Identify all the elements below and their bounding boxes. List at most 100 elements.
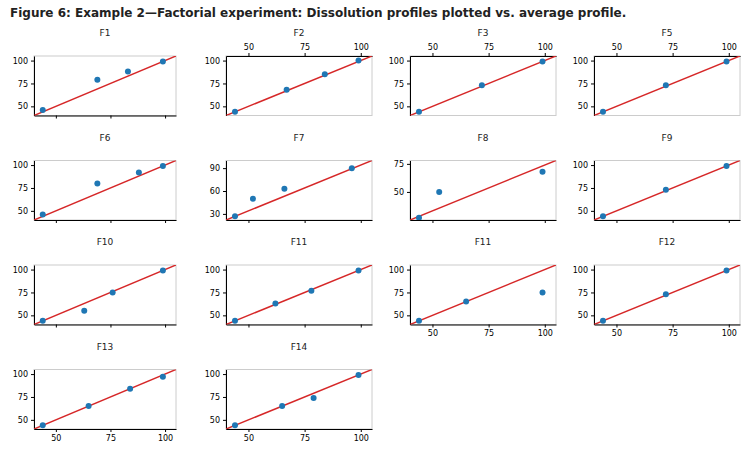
reference-line — [594, 265, 740, 325]
panel-title: F5 — [662, 28, 673, 38]
tick-mark — [729, 53, 730, 56]
plot-frame — [34, 56, 176, 116]
tick-mark — [31, 420, 34, 421]
plot-frame — [594, 265, 740, 325]
x-axis: 5075100 — [411, 325, 557, 339]
point — [479, 82, 485, 88]
point — [279, 403, 285, 409]
tick-mark — [407, 292, 410, 293]
tick-label: 75 — [18, 289, 28, 298]
tick: 50 — [394, 188, 410, 197]
tick-label: 50 — [244, 434, 254, 443]
tick-mark — [223, 292, 226, 293]
plot-frame — [34, 370, 176, 430]
reference-line — [226, 370, 372, 430]
marks — [410, 265, 556, 325]
point — [232, 318, 238, 324]
panel-title: F6 — [100, 133, 111, 143]
point — [284, 87, 290, 93]
point — [540, 58, 546, 64]
tick: 75 — [394, 80, 410, 89]
tick-mark — [223, 397, 226, 398]
tick-mark — [31, 61, 34, 62]
tick-mark — [432, 220, 433, 223]
marks — [226, 56, 372, 116]
panel-title: F9 — [662, 133, 673, 143]
x-axis: 5075100 — [595, 43, 741, 57]
point — [281, 186, 287, 192]
tick-mark — [432, 53, 433, 56]
tick-label: 100 — [158, 434, 173, 443]
tick-mark — [223, 420, 226, 421]
axis-line — [227, 429, 373, 430]
tick: 50 — [210, 311, 226, 320]
tick: 75 — [210, 393, 226, 402]
panel-title: F2 — [294, 28, 305, 38]
tick-label: 50 — [18, 207, 28, 216]
tick: 50 — [612, 325, 622, 339]
marks — [594, 265, 740, 325]
tick: 50 — [210, 102, 226, 111]
point — [40, 318, 46, 324]
axis-line — [34, 57, 35, 117]
tick — [729, 220, 730, 223]
tick-mark — [223, 61, 226, 62]
x-axis: 5075100 — [227, 43, 373, 57]
tick — [361, 325, 362, 328]
tick — [165, 220, 166, 223]
tick-mark — [165, 429, 166, 432]
tick — [673, 220, 674, 223]
tick: 75 — [668, 43, 678, 56]
tick-mark — [110, 429, 111, 432]
reference-line — [594, 161, 740, 221]
tick-mark — [223, 168, 226, 169]
tick: 100 — [389, 266, 410, 275]
tick-mark — [223, 83, 226, 84]
tick: 50 — [244, 429, 254, 443]
tick-label: 100 — [389, 266, 404, 275]
tick-label: 75 — [578, 289, 588, 298]
tick-label: 100 — [13, 161, 28, 170]
tick-label: 100 — [538, 329, 553, 338]
panel: 50751005075100F13 — [13, 342, 177, 443]
axis-line — [34, 266, 35, 326]
point — [416, 318, 422, 324]
tick — [248, 220, 249, 223]
tick-mark — [407, 315, 410, 316]
axis-line — [34, 370, 35, 430]
axis-line — [35, 429, 177, 430]
reference-line — [226, 56, 372, 116]
reference-line — [34, 56, 176, 116]
title: Figure 6: Example 2—Factorial experiment… — [10, 6, 626, 20]
tick: 50 — [244, 43, 254, 56]
tick-mark — [305, 53, 306, 56]
plot-frame — [34, 265, 176, 325]
point — [160, 163, 166, 169]
tick-mark — [223, 214, 226, 215]
tick-mark — [248, 53, 249, 56]
point — [724, 163, 730, 169]
tick-mark — [56, 325, 57, 328]
reference-line — [410, 265, 556, 325]
tick-mark — [31, 211, 34, 212]
tick-mark — [545, 325, 546, 328]
tick: 100 — [158, 429, 173, 443]
tick — [248, 325, 249, 328]
tick-mark — [248, 220, 249, 223]
y-axis: 5075100 — [205, 266, 227, 326]
tick-mark — [248, 429, 249, 432]
y-axis: 5075100 — [389, 57, 411, 117]
panel: 5075100F1 — [13, 28, 177, 119]
tick-mark — [407, 192, 410, 193]
tick — [305, 325, 306, 328]
axis-line — [226, 161, 227, 221]
tick-label: 30 — [210, 210, 220, 219]
tick: 50 — [578, 207, 594, 216]
point — [663, 291, 669, 297]
plot-frame — [410, 265, 556, 325]
tick-mark — [407, 106, 410, 107]
tick-label: 100 — [573, 161, 588, 170]
point — [250, 196, 256, 202]
point — [160, 267, 166, 273]
tick-mark — [591, 188, 594, 189]
